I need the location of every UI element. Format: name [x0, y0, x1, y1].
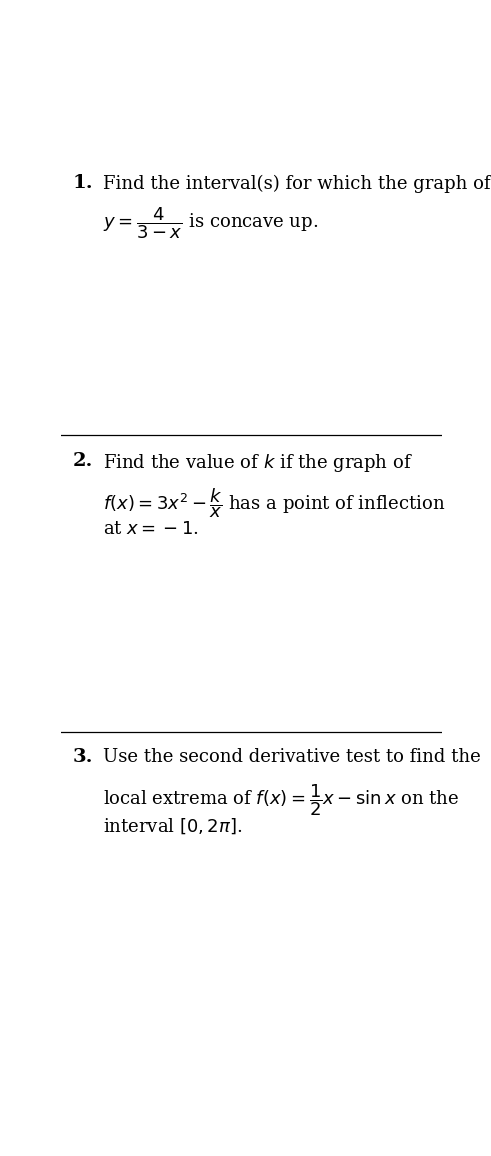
- Text: 3.: 3.: [73, 748, 93, 766]
- Text: at $x = -1$.: at $x = -1$.: [103, 520, 199, 538]
- Text: Find the value of $k$ if the graph of: Find the value of $k$ if the graph of: [103, 452, 413, 474]
- Text: $y = \dfrac{4}{3-x}$ is concave up.: $y = \dfrac{4}{3-x}$ is concave up.: [103, 206, 319, 242]
- Text: 1.: 1.: [73, 175, 93, 192]
- Text: Find the interval(s) for which the graph of: Find the interval(s) for which the graph…: [103, 175, 491, 193]
- Text: Use the second derivative test to find the: Use the second derivative test to find t…: [103, 748, 481, 766]
- Text: 2.: 2.: [73, 452, 93, 470]
- Text: $f(x) = 3x^2 - \dfrac{k}{x}$ has a point of inflection: $f(x) = 3x^2 - \dfrac{k}{x}$ has a point…: [103, 486, 446, 519]
- Text: local extrema of $f(x) = \dfrac{1}{2}x - \sin x$ on the: local extrema of $f(x) = \dfrac{1}{2}x -…: [103, 783, 460, 818]
- Text: interval $[0, 2\pi]$.: interval $[0, 2\pi]$.: [103, 816, 243, 836]
